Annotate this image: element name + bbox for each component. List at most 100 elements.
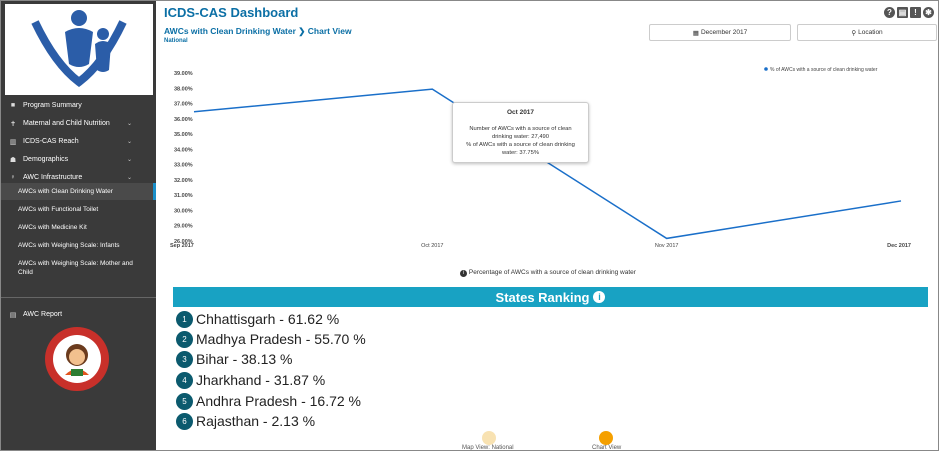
ranking-row-text: Chhattisgarh - 61.62 % xyxy=(196,311,340,327)
tooltip-line-2: % of AWCs with a source of clean drinkin… xyxy=(466,142,575,156)
rank-number-badge: 3 xyxy=(176,350,193,368)
sidebar-item-program-summary[interactable]: ■ Program Summary xyxy=(1,97,156,114)
chevron-down-icon: ⌄ xyxy=(126,139,132,145)
print-icon[interactable]: ▤ xyxy=(897,7,908,18)
sidebar-item-awc-report[interactable]: ▤ AWC Report xyxy=(1,306,156,323)
ranking-row-text: Madhya Pradesh - 55.70 % xyxy=(196,331,366,347)
map-marker-icon: ⚲ xyxy=(851,29,857,37)
nutrition-icon: ✝ xyxy=(10,120,16,128)
breadcrumb-section[interactable]: AWCs with Clean Drinking Water xyxy=(164,26,296,36)
rank-number-badge: 2 xyxy=(176,330,193,348)
sidebar-subitem-clean-drinking-water[interactable]: AWCs with Clean Drinking Water xyxy=(1,183,156,200)
alert-icon[interactable]: ! xyxy=(910,7,921,18)
chart-view-label: Chart View xyxy=(592,445,622,451)
ranking-row: 1 Chhattisgarh - 61.62 % xyxy=(176,310,339,328)
y-tick-label: 31.00% xyxy=(174,193,193,199)
settings-icon[interactable]: ✱ xyxy=(923,7,934,18)
location-filter-button[interactable]: ⚲ Location xyxy=(797,24,937,41)
chart-caption-text: Percentage of AWCs with a source of clea… xyxy=(468,269,636,276)
location-filter-label: Location xyxy=(858,29,883,36)
sidebar: ■ Program Summary ✝ Maternal and Child N… xyxy=(1,1,156,450)
sidebar-item-label: Demographics xyxy=(23,156,69,163)
ranking-row-text: Rajasthan - 2.13 % xyxy=(196,413,316,429)
y-tick-label: 34.00% xyxy=(174,147,193,153)
y-tick-label: 37.00% xyxy=(174,102,193,108)
legend-label: % of AWCs with a source of clean drinkin… xyxy=(770,67,878,73)
help-icon[interactable]: ? xyxy=(884,7,895,18)
ranking-row-text: Jharkhand - 31.87 % xyxy=(196,372,326,388)
sidebar-subitem-functional-toilet[interactable]: AWCs with Functional Toilet xyxy=(18,206,99,213)
x-tick-label: Sep 2017 xyxy=(170,243,194,249)
ranking-row: 2 Madhya Pradesh - 55.70 % xyxy=(176,330,366,348)
line-chart: 26.00% 29.00% 30.00% 31.00% 32.00% 33.00% 34.0… xyxy=(170,67,911,249)
sidebar-item-label: AWC Infrastructure xyxy=(23,174,83,181)
infrastructure-icon: ♀ xyxy=(10,174,16,181)
y-tick-label: 32.00% xyxy=(174,178,193,184)
top-bar: ICDS-CAS Dashboard ? ▤ ! ✱ xyxy=(156,1,938,23)
sidebar-item-label: ICDS-CAS Reach xyxy=(23,138,79,145)
legend-marker xyxy=(764,67,768,71)
chart-caption: i Percentage of AWCs with a source of cl… xyxy=(156,269,938,277)
x-tick-label: Oct 2017 xyxy=(421,243,443,249)
tooltip-line-1: Number of AWCs with a source of clean dr… xyxy=(469,126,572,140)
sidebar-subitem-medicine-kit[interactable]: AWCs with Medicine Kit xyxy=(18,224,87,231)
y-tick-label: 26.00% xyxy=(174,239,193,245)
ranking-row: 5 Andhra Pradesh - 16.72 % xyxy=(176,392,361,410)
sidebar-item-label: Maternal and Child Nutrition xyxy=(23,120,110,127)
ranking-row: 3 Bihar - 38.13 % xyxy=(176,350,293,368)
ranking-row-text: Bihar - 38.13 % xyxy=(196,351,293,367)
x-axis: Sep 2017 Oct 2017 Nov 2017 Dec 2017 xyxy=(170,243,911,249)
chevron-down-icon: ⌄ xyxy=(126,157,132,163)
chevron-down-icon: ⌄ xyxy=(126,175,132,181)
page-title: ICDS-CAS Dashboard xyxy=(164,5,299,20)
info-icon[interactable]: i xyxy=(593,291,606,303)
chart-view-toggle[interactable] xyxy=(599,431,613,445)
sidebar-item-icds-cas-reach[interactable]: ▥ ICDS-CAS Reach ⌄ xyxy=(1,133,156,150)
y-tick-label: 39.00% xyxy=(174,71,193,77)
y-tick-label: 35.00% xyxy=(174,132,193,138)
date-filter-label: December 2017 xyxy=(700,29,748,36)
y-tick-label: 33.00% xyxy=(174,163,193,169)
y-tick-label: 36.00% xyxy=(174,117,193,123)
date-filter-button[interactable]: ▦ December 2017 xyxy=(649,24,791,41)
home-icon: ■ xyxy=(10,102,16,109)
users-icon: ☗ xyxy=(9,156,17,164)
scope-label: National xyxy=(164,38,188,44)
map-view-label: Map View: National xyxy=(462,445,514,451)
tooltip-title: Oct 2017 xyxy=(506,109,535,116)
sidebar-divider xyxy=(1,297,156,298)
chart-tooltip: Oct 2017 Number of AWCs with a source of… xyxy=(452,102,589,163)
sidebar-item-demographics[interactable]: ☗ Demographics ⌄ xyxy=(1,151,156,168)
breadcrumb-separator-icon: ❯ xyxy=(298,26,306,36)
rank-number-badge: 1 xyxy=(176,310,193,328)
rank-number-badge: 5 xyxy=(176,392,193,410)
sidebar-subitem-weighing-scale-mother-child[interactable]: AWCs with Weighing Scale: Mother and Chi… xyxy=(18,260,133,276)
map-view-toggle[interactable] xyxy=(482,431,496,445)
x-tick-label: Dec 2017 xyxy=(887,243,911,249)
report-icon: ▤ xyxy=(9,311,17,319)
breadcrumb: AWCs with Clean Drinking Water ❯ Chart V… xyxy=(164,26,352,37)
ranking-row: 4 Jharkhand - 31.87 % xyxy=(176,371,325,389)
y-tick-label: 38.00% xyxy=(174,86,193,92)
sidebar-item-label: AWC Report xyxy=(23,311,63,318)
header-actions: ? ▤ ! ✱ xyxy=(884,7,934,18)
chart-icon: ▥ xyxy=(9,138,17,146)
states-ranking-title: States Ranking xyxy=(495,289,590,305)
rank-number-badge: 6 xyxy=(176,412,193,430)
rank-number-badge: 4 xyxy=(176,371,193,389)
sidebar-item-label: Program Summary xyxy=(23,102,82,109)
ranking-row: 6 Rajasthan - 2.13 % xyxy=(176,412,315,430)
ranking-row-text: Andhra Pradesh - 16.72 % xyxy=(196,393,361,409)
chart-series xyxy=(193,88,902,240)
x-tick-label: Nov 2017 xyxy=(655,243,679,249)
y-tick-label: 30.00% xyxy=(174,208,193,214)
y-tick-label: 29.00% xyxy=(174,224,193,230)
breadcrumb-view: Chart View xyxy=(307,26,352,36)
sidebar-item-maternal-child-nutrition[interactable]: ✝ Maternal and Child Nutrition ⌄ xyxy=(1,115,156,132)
icds-logo xyxy=(5,4,153,95)
sidebar-item-awc-infrastructure[interactable]: ♀ AWC Infrastructure ⌄ xyxy=(1,169,156,186)
beti-bachao-badge xyxy=(45,327,109,391)
chart-legend: % of AWCs with a source of clean drinkin… xyxy=(764,67,878,73)
sidebar-subitem-weighing-scale-infants[interactable]: AWCs with Weighing Scale: Infants xyxy=(18,242,120,249)
